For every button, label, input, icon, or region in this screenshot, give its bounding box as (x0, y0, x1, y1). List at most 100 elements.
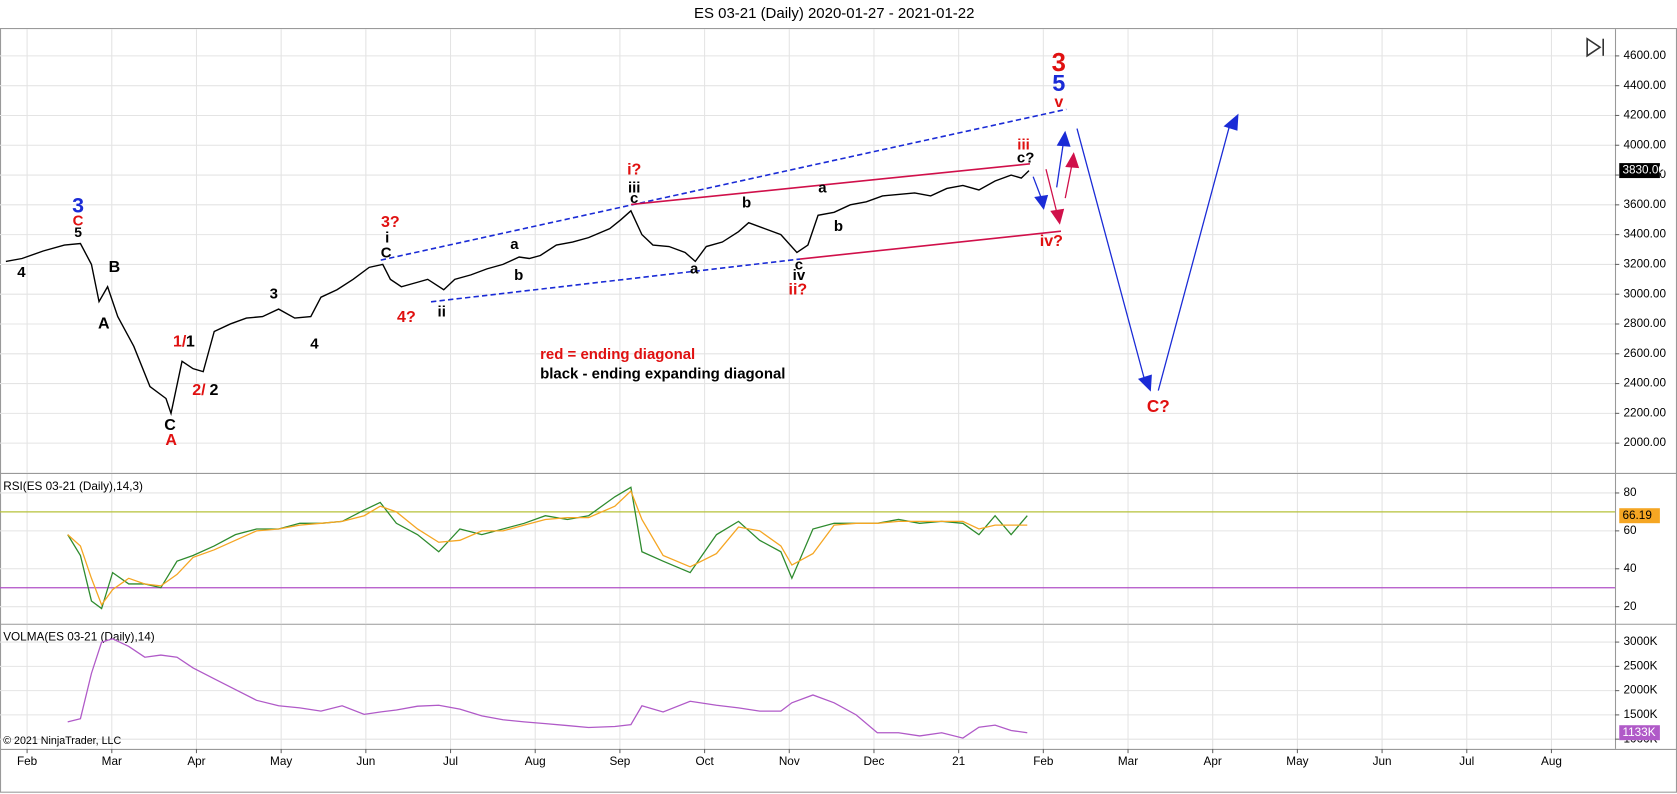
arrow (1157, 124, 1231, 391)
wave-label: iii (628, 179, 640, 196)
y-tick-label: 3400.00 (1624, 228, 1667, 241)
series-line (67, 638, 1028, 739)
y-tick-label: 2600.00 (1624, 347, 1667, 360)
series-line (67, 489, 1028, 607)
wave-label: c (795, 256, 803, 273)
wave-label: c (630, 190, 638, 207)
arrow (1045, 169, 1058, 213)
channel-line (430, 258, 801, 303)
last-value-label: 3830.00 (1622, 164, 1665, 177)
wave-label: iv (793, 267, 806, 284)
y-tick-label: 4200.00 (1624, 109, 1667, 122)
wave-label: b (834, 218, 843, 235)
x-tick-label: Aug (525, 755, 546, 768)
wave-label: b (742, 194, 751, 211)
wave-label: 1/ (173, 333, 187, 351)
channel-line (380, 108, 1067, 261)
wave-label: b (514, 267, 523, 284)
x-tick-label: Feb (17, 755, 38, 768)
x-tick-label: Jun (1373, 755, 1392, 768)
toolbar-icon[interactable] (1586, 37, 1605, 58)
diagonal-line (630, 163, 1031, 206)
wave-label: A (98, 315, 110, 333)
panel-title: RSI(ES 03-21 (Daily),14,3) (3, 480, 143, 493)
wave-label: ii? (789, 280, 808, 298)
play-icon[interactable] (1586, 37, 1602, 58)
wave-label: C (381, 245, 392, 262)
plot-grid (0, 29, 1677, 750)
x-tick-label: May (1286, 755, 1308, 768)
arrow (1056, 144, 1064, 188)
wave-label: ii (438, 303, 446, 320)
arrow (1032, 176, 1043, 200)
y-tick-label: 20 (1624, 600, 1638, 613)
arrow-head (1065, 152, 1080, 169)
legend-note: red = ending diagonal (540, 346, 695, 363)
arrow-head (1034, 194, 1049, 210)
frame (0, 28, 1677, 793)
wave-label: a (818, 179, 827, 196)
x-tick-label: Oct (695, 755, 714, 768)
y-tick-label: 4400.00 (1624, 79, 1667, 92)
x-tick-label: May (270, 755, 292, 768)
wave-label: 2 (209, 381, 218, 399)
x-tick-label: Jun (356, 755, 375, 768)
y-tick-label: 2500K (1624, 659, 1658, 672)
wave-label: 3 (270, 285, 278, 302)
wave-label: 3 (72, 193, 84, 217)
x-tick-label: Nov (779, 755, 800, 768)
x-tick-label: 21 (952, 755, 965, 768)
wave-label: 2/ (192, 381, 206, 399)
y-tick-label: 60 (1624, 524, 1638, 537)
last-value-label: 66.19 (1622, 509, 1651, 522)
wave-label: 5 (1052, 70, 1065, 96)
y-tick-label: 3000.00 (1624, 287, 1667, 300)
y-tick-label: 4600.00 (1624, 49, 1667, 62)
wave-label: i? (627, 160, 641, 178)
x-tick-label: Sep (609, 755, 630, 768)
wave-label: 4? (397, 308, 416, 326)
y-tick-label: 80 (1624, 486, 1638, 499)
y-tick-label: 2200.00 (1624, 406, 1667, 419)
y-tick-label: 3000K (1624, 635, 1658, 648)
last-value-box (1619, 508, 1660, 524)
arrow-head (1137, 374, 1152, 392)
arrow (1076, 128, 1147, 384)
wave-label: c? (1017, 149, 1034, 166)
x-tick-label: Jul (443, 755, 458, 768)
arrow (1064, 165, 1073, 199)
x-tick-label: Apr (1204, 755, 1222, 768)
series-line (5, 170, 1030, 416)
chart-title: ES 03-21 (Daily) 2020-01-27 - 2021-01-22 (694, 5, 974, 22)
wave-label: C? (1147, 397, 1170, 416)
x-tick-label: Apr (187, 755, 205, 768)
wave-label: iv? (1040, 232, 1063, 250)
wave-label: 4 (310, 336, 319, 353)
y-tick-label: 4000.00 (1624, 138, 1667, 151)
x-tick-label: Dec (864, 755, 885, 768)
arrow-head (1050, 208, 1065, 225)
wave-label: 5 (74, 224, 82, 240)
y-tick-label: 2000K (1624, 684, 1658, 697)
last-value-box (1619, 725, 1660, 741)
wave-label: A (165, 431, 177, 449)
wave-label: 1 (186, 333, 195, 351)
wave-label: iii (1017, 137, 1029, 154)
diagonal-line (799, 230, 1062, 260)
panel-title: VOLMA(ES 03-21 (Daily),14) (3, 631, 155, 644)
wave-label: C (164, 416, 176, 434)
legend-note: black - ending expanding diagonal (540, 365, 785, 382)
wave-label: a (510, 236, 519, 253)
y-tick-label: 2400.00 (1624, 377, 1667, 390)
y-tick-label: 3200.00 (1624, 258, 1667, 271)
wave-label: v (1054, 93, 1063, 111)
wave-lines (380, 108, 1239, 392)
y-tick-label: 3600.00 (1624, 198, 1667, 211)
x-tick-label: Mar (102, 755, 122, 768)
y-tick-label: 2000.00 (1624, 436, 1667, 449)
wave-label: 4 (17, 264, 26, 281)
last-value-box (1619, 163, 1660, 179)
wave-label: B (109, 258, 121, 276)
arrow-head (1223, 113, 1239, 131)
